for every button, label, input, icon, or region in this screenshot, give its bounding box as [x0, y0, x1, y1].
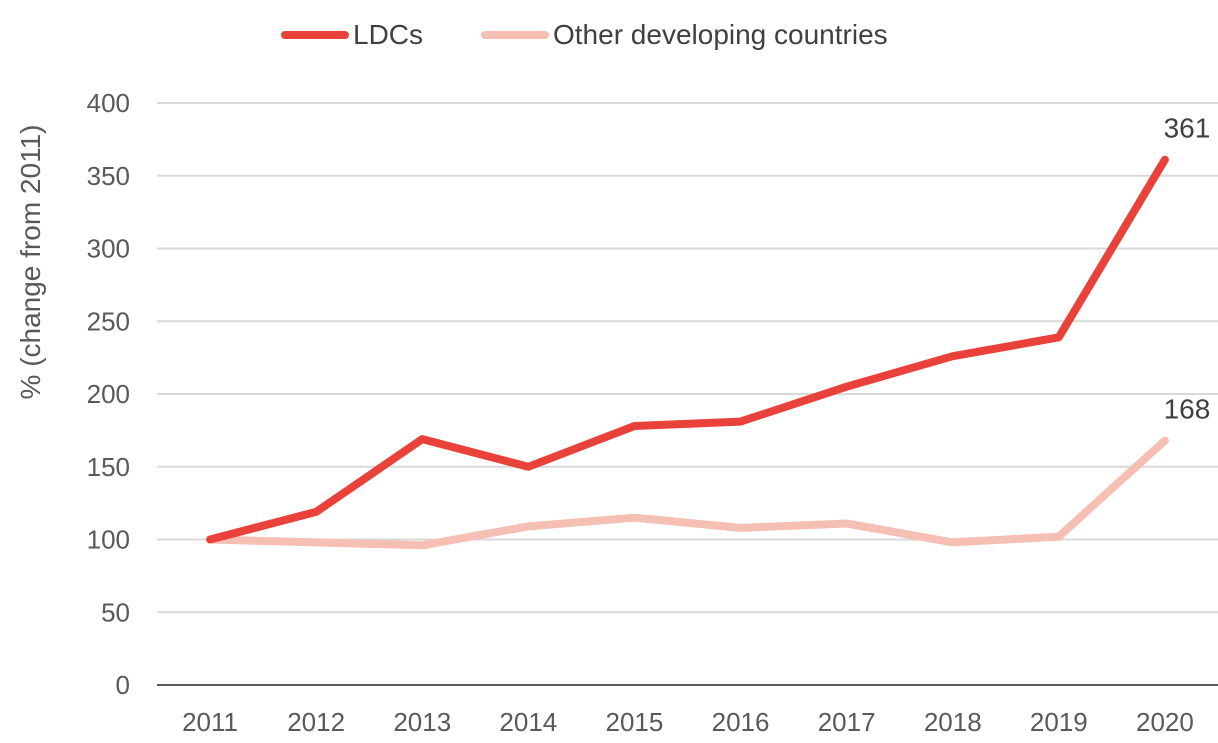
- x-tick-label: 2016: [712, 707, 770, 737]
- y-tick-label: 400: [87, 88, 130, 118]
- y-tick-label: 350: [87, 161, 130, 191]
- series-line-other: [206, 436, 1169, 550]
- series-lines: [206, 155, 1169, 550]
- x-tick-label: 2020: [1136, 707, 1194, 737]
- y-tick-label: 200: [87, 379, 130, 409]
- x-tick-label: 2018: [924, 707, 982, 737]
- x-tick-label: 2013: [393, 707, 451, 737]
- end-value-label: 168: [1164, 394, 1211, 425]
- series-line-ldcs: [206, 155, 1169, 544]
- x-tick-labels: 2011 2012 2013 2014 2015 2016 2017 2018 2019 2020: [182, 707, 1194, 737]
- end-value-label: 361: [1164, 113, 1211, 144]
- y-tick-label: 0: [116, 670, 130, 700]
- y-tick-labels: 0 50 100 150 200 250 300 350 400: [87, 88, 130, 700]
- x-tick-label: 2014: [499, 707, 557, 737]
- y-tick-label: 50: [101, 597, 130, 627]
- y-tick-label: 250: [87, 306, 130, 336]
- legend-label-other: Other developing countries: [553, 19, 888, 50]
- x-tick-label: 2012: [287, 707, 345, 737]
- data-labels: 168 361: [1164, 113, 1211, 425]
- x-tick-label: 2015: [606, 707, 664, 737]
- y-tick-label: 300: [87, 234, 130, 264]
- x-tick-label: 2017: [818, 707, 876, 737]
- gridlines: [157, 102, 1218, 686]
- x-tick-label: 2011: [182, 707, 238, 737]
- legend-label-ldcs: LDCs: [353, 19, 423, 50]
- y-tick-label: 150: [87, 452, 130, 482]
- y-axis-title: % (change from 2011): [15, 125, 46, 400]
- x-tick-label: 2019: [1030, 707, 1088, 737]
- legend: LDCs Other developing countries: [281, 19, 888, 50]
- y-tick-label: 100: [87, 525, 130, 555]
